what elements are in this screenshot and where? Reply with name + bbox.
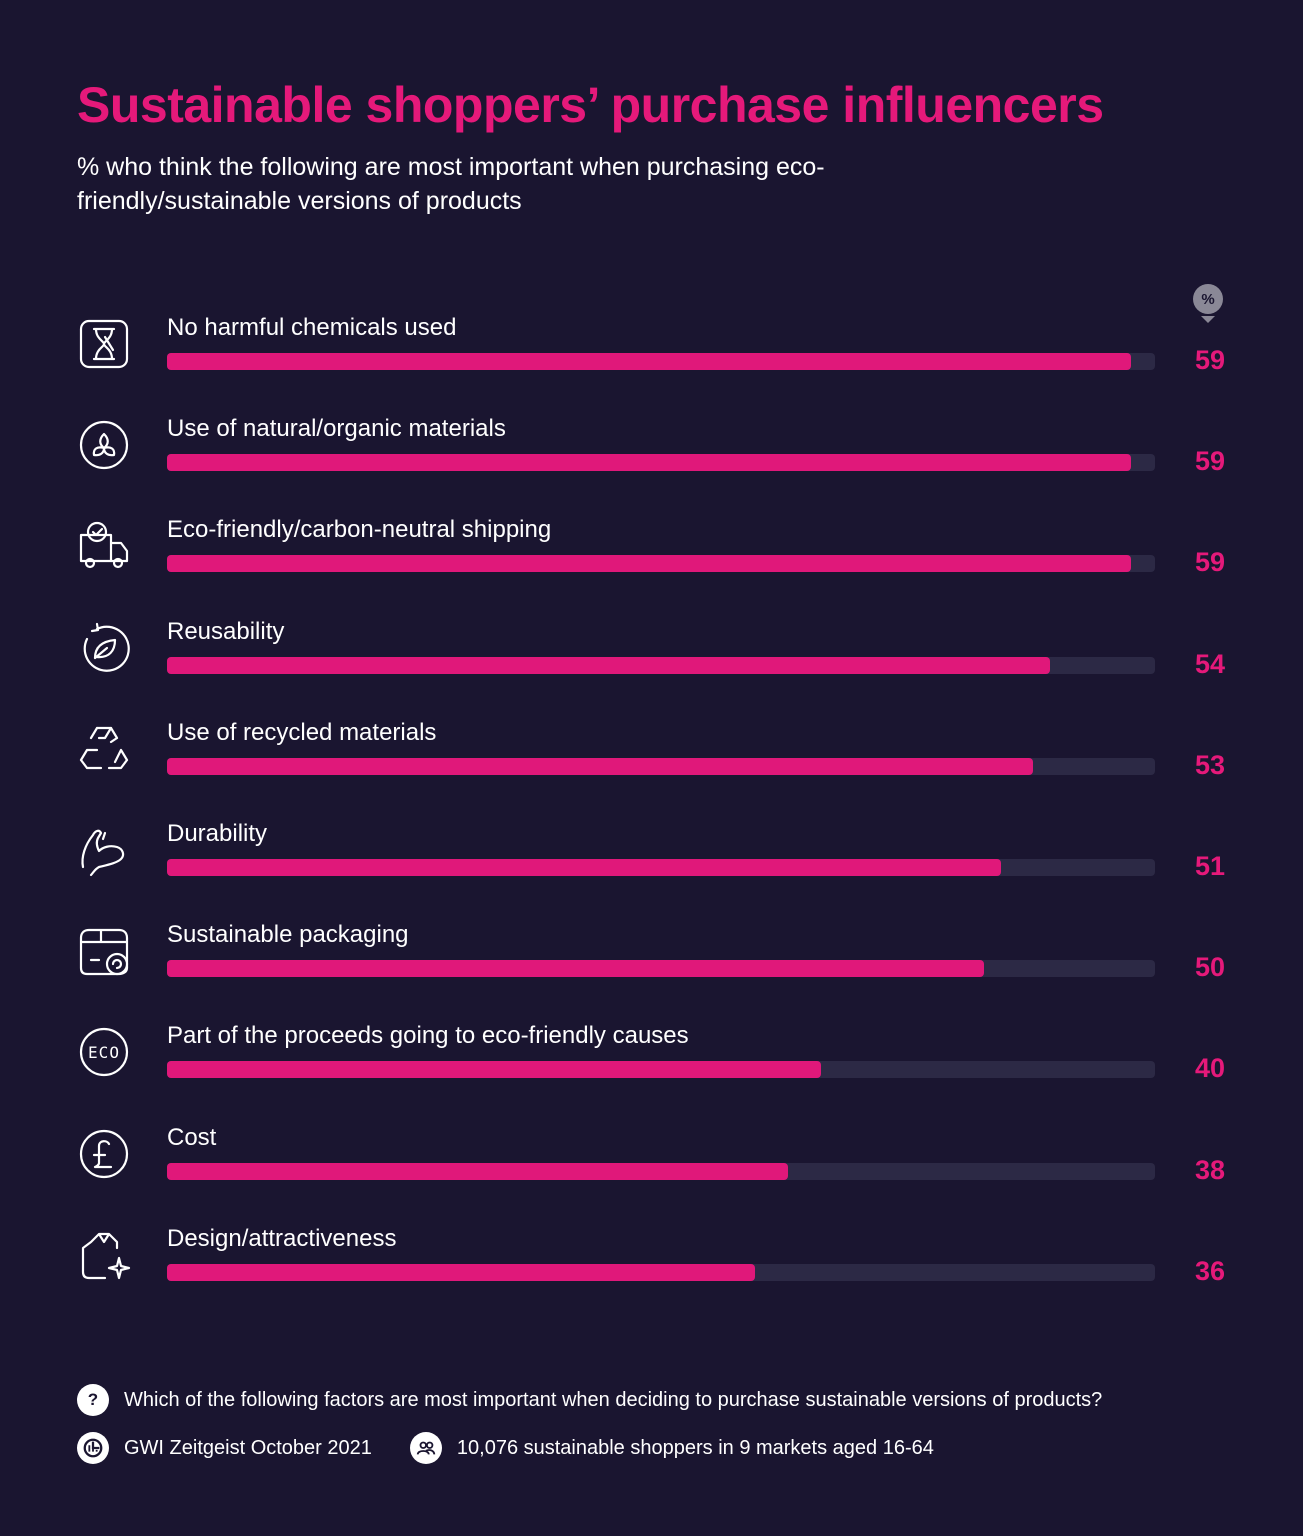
- plant-icon: [77, 418, 131, 472]
- bar-value-label: 59: [1194, 345, 1225, 375]
- percent-badge: %: [1193, 284, 1223, 314]
- bar: [167, 757, 1034, 775]
- bar-track: [167, 1061, 1155, 1079]
- footer-meta: GWI Zeitgeist October 2021 10,076 sustai…: [77, 1432, 934, 1464]
- sample-text: 10,076 sustainable shoppers in 9 markets…: [456, 1436, 934, 1459]
- bar: [167, 1162, 789, 1180]
- bar-value-label: 40: [1194, 1053, 1225, 1084]
- bar-value-label: 54: [1194, 648, 1225, 679]
- bar-value-label: 53: [1194, 749, 1225, 780]
- people-icon: [409, 1432, 442, 1464]
- bar-track: [167, 1162, 1155, 1180]
- bar: [167, 1061, 821, 1079]
- eco-badge-icon: ECO: [77, 1025, 131, 1079]
- bar-track: [167, 1263, 1155, 1281]
- bar: [167, 555, 1132, 573]
- flexed-arm-icon: [77, 823, 131, 877]
- bar-row: Durability 51: [0, 820, 1303, 921]
- bar-value-label: 36: [1194, 1255, 1225, 1286]
- bar-row: Sustainable packaging 50: [0, 921, 1303, 1022]
- bar-value-label: 59: [1194, 547, 1225, 578]
- bar-label: Design/attractiveness: [167, 1224, 397, 1252]
- bar-label: Sustainable packaging: [167, 921, 409, 949]
- bar-value-label: 38: [1194, 1154, 1225, 1185]
- hourglass-icon: [77, 317, 131, 371]
- bar-track: [167, 353, 1155, 370]
- bar: [167, 859, 1001, 876]
- source-text: GWI Zeitgeist October 2021: [124, 1436, 372, 1459]
- recycle-icon: [77, 722, 131, 776]
- bar: [167, 454, 1132, 472]
- packaging-icon: [77, 924, 131, 978]
- chart-title: Sustainable shoppers’ purchase influence…: [77, 77, 1104, 133]
- bar-label: Reusability: [167, 617, 285, 645]
- bar-row: No harmful chemicals used 59: [0, 314, 1303, 415]
- bar-label: Cost: [167, 1123, 217, 1151]
- bar-row: Reusability 54: [0, 618, 1303, 719]
- source-icon: [77, 1432, 109, 1464]
- bar-value-label: 51: [1194, 851, 1225, 881]
- chart-subtitle: % who think the following are most impor…: [77, 153, 825, 215]
- bar-row: Design/attractiveness 36: [0, 1225, 1303, 1326]
- bar-track: [167, 656, 1155, 674]
- bar-row: Use of natural/organic materials 59: [0, 415, 1303, 516]
- question-icon: ?: [77, 1384, 109, 1416]
- bar-label: Part of the proceeds going to eco-friend…: [167, 1022, 689, 1050]
- reuse-leaf-icon: [77, 621, 131, 675]
- bar: [167, 960, 985, 978]
- bar-track: [167, 859, 1155, 876]
- bar-label: Durability: [167, 820, 268, 847]
- bar-row: Use of recycled materials 53: [0, 719, 1303, 820]
- footer-question: ? Which of the following factors are mos…: [77, 1384, 1102, 1416]
- bar-track: [167, 555, 1155, 573]
- bar-value-label: 59: [1194, 446, 1225, 477]
- bar-track: [167, 960, 1155, 978]
- pound-icon: [77, 1127, 131, 1181]
- delivery-truck-icon: [77, 519, 131, 573]
- bar: [167, 656, 1050, 674]
- bar-row: ECO Part of the proceeds going to eco-fri…: [0, 1022, 1303, 1123]
- bar-row: Cost 38: [0, 1124, 1303, 1225]
- bar-label: No harmful chemicals used: [167, 314, 457, 341]
- bar: [167, 1263, 756, 1281]
- bar: [167, 353, 1132, 370]
- bar-track: [167, 757, 1155, 775]
- bar-row: Eco-friendly/carbon-neutral shipping 59: [0, 516, 1303, 617]
- bar-label: Use of natural/organic materials: [167, 415, 506, 443]
- sparkle-shirt-icon: [77, 1228, 131, 1282]
- percent-badge-arrow: [1201, 316, 1215, 323]
- bar-label: Eco-friendly/carbon-neutral shipping: [167, 516, 552, 544]
- svg-text:ECO: ECO: [88, 1043, 120, 1062]
- question-text: Which of the following factors are most …: [124, 1388, 1103, 1411]
- bar-label: Use of recycled materials: [167, 718, 437, 746]
- bar-track: [167, 454, 1155, 472]
- bar-value-label: 50: [1194, 952, 1225, 983]
